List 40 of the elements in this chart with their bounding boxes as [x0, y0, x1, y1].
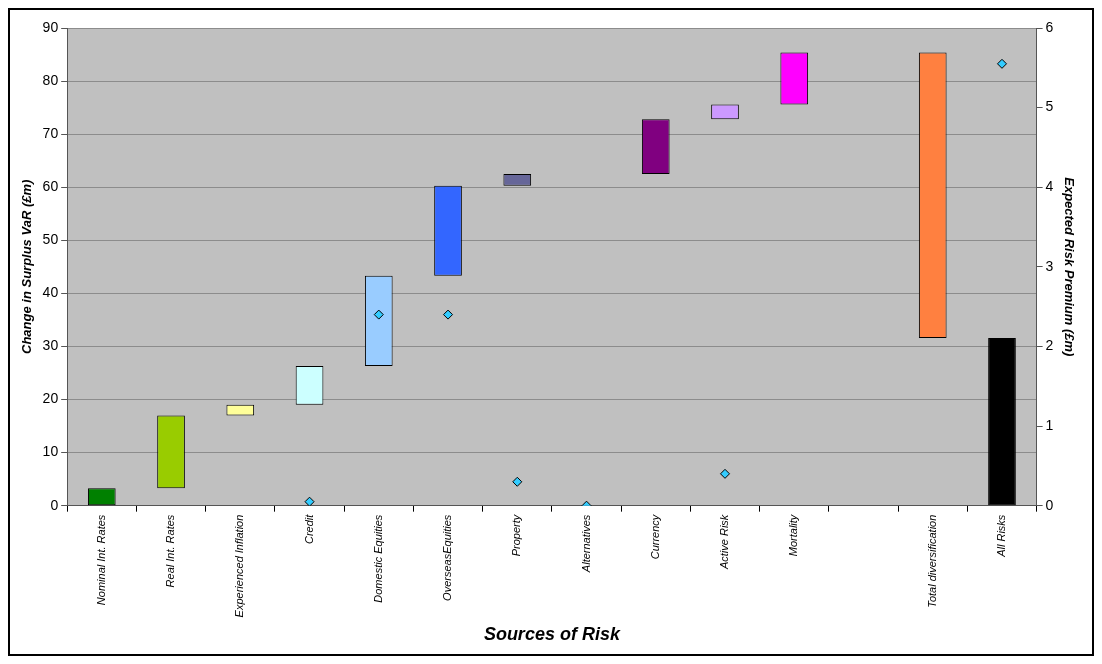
point: [512, 476, 523, 487]
point: [996, 58, 1007, 69]
x-tick-label: Real Int. Rates: [164, 514, 177, 588]
y-tick-label: 0: [50, 496, 59, 513]
x-tick-label: OverseasEquities: [441, 514, 454, 601]
x-tick-label: Currency: [648, 513, 661, 560]
point: [304, 496, 315, 506]
x-tick-label: Property: [510, 513, 523, 557]
y-tick-label: 10: [42, 443, 59, 460]
y-tick-label: 50: [42, 231, 59, 248]
x-tick-label: Nominal Int. Rates: [94, 514, 107, 606]
x-tick-label: Experienced Inflation: [233, 514, 246, 618]
y-tick-label: 70: [42, 125, 59, 142]
y2-tick-label: 5: [1045, 98, 1054, 115]
y-tick-label: 20: [42, 390, 59, 407]
x-tick-label: All Risks: [995, 514, 1008, 558]
y-tick-label: 60: [42, 178, 59, 195]
y2-tick-label: 3: [1045, 257, 1054, 274]
y2-tick-label: 0: [1045, 496, 1054, 513]
x-tick-label: Mortality: [787, 513, 800, 557]
y-tick-label: 30: [42, 337, 59, 354]
y-tick-label: 80: [42, 71, 59, 88]
x-tick-label: Active Risk: [718, 514, 731, 571]
y2-tick-label: 6: [1045, 18, 1054, 35]
y2-tick-label: 2: [1045, 337, 1054, 354]
point: [720, 468, 731, 479]
y-axis-title: Change in Surplus VaR (£m): [19, 179, 35, 354]
y2-tick-label: 1: [1045, 416, 1054, 433]
point: [373, 309, 384, 320]
x-tick-label: Alternatives: [579, 514, 592, 574]
x-tick-label: Credit: [302, 513, 315, 545]
y-tick-label: 90: [42, 18, 59, 35]
x-tick-label: Domestic Equities: [371, 514, 384, 603]
x-axis-title: Sources of Risk: [483, 624, 621, 645]
y2-tick-label: 4: [1045, 178, 1054, 195]
x-tick-label: Total diversification: [925, 514, 938, 608]
bar: [988, 337, 1016, 506]
y2-axis-title: Expected Risk Premium (£m): [1061, 177, 1077, 357]
y-tick-label: 40: [42, 284, 59, 301]
point: [443, 309, 454, 320]
